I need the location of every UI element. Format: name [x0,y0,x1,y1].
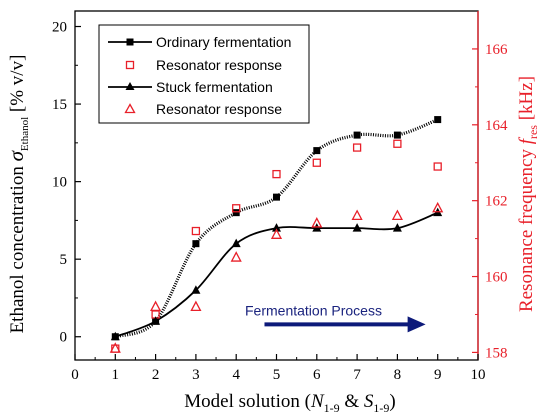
data-point [353,131,361,139]
y-tick-label: 5 [60,252,68,268]
data-point [230,251,242,262]
data-point [351,209,363,220]
x-axis: 0 1 2 3 4 5 6 7 8 9 10 [71,354,486,383]
legend-label: Resonator response [156,57,282,73]
x-tick-label: 5 [273,367,281,383]
data-point [273,193,280,201]
legend-open-triangle-marker [124,103,136,114]
y-axis-right-title: Resonance frequency fres [kHz] [516,76,540,312]
series-3-markers [109,201,444,353]
legend-square-marker [126,38,134,46]
y2-tick-label: 162 [485,194,508,210]
x-tick-label: 4 [232,367,240,383]
data-point [352,143,362,152]
y-axis-left: 0 5 10 15 20 [52,20,81,346]
legend-item-resonator-square: Resonator response [125,57,282,73]
data-point [352,223,362,232]
data-point [191,285,201,294]
legend-label: Stuck fermentation [156,79,273,95]
data-point [392,223,402,232]
x-axis-title: Model solution (N1-9 & S1-9) [184,391,395,415]
data-point [391,209,403,220]
legend-triangle-marker [125,82,135,90]
data-point [272,223,281,232]
legend-item-stuck: Stuck fermentation [108,79,273,95]
annotation-label: Fermentation Process [245,302,382,318]
legend-label: Resonator response [156,101,282,117]
data-point [232,204,241,213]
x-tick-label: 10 [471,367,486,383]
data-point [192,240,200,248]
data-point [393,139,402,148]
y2-tick-label: 158 [485,345,508,361]
legend-open-square-marker [125,60,135,70]
legend-item-resonator-triangle: Resonator response [124,101,282,117]
data-point [393,131,401,139]
x-tick-label: 1 [112,367,120,383]
data-point [150,300,162,312]
fermentation-annotation: Fermentation Process [245,302,426,333]
data-point [313,147,321,155]
x-tick-label: 6 [313,367,321,383]
data-point [151,316,161,325]
legend-label: Ordinary fermentation [156,34,291,50]
data-point [270,228,283,239]
data-point [311,217,323,228]
y2-tick-label: 160 [485,270,508,286]
y-axis-right: 158 160 162 164 166 [472,42,508,361]
x-tick-label: 0 [71,367,79,383]
x-tick-label: 7 [353,367,361,383]
legend: Ordinary fermentation Resonator response… [98,24,310,124]
y2-tick-label: 166 [485,42,508,58]
plot-content [109,116,444,353]
y-axis-left-title: Ethanol concentration σEthanol [% v/v] [4,55,31,334]
annotation-arrowhead [407,316,426,333]
series-trend-line [114,118,439,339]
y-tick-label: 10 [52,175,67,191]
y-tick-label: 0 [60,330,68,346]
y-tick-label: 20 [52,20,67,36]
data-point [433,162,442,171]
x-tick-label: 3 [192,367,200,383]
y2-tick-label: 164 [485,118,508,134]
y-tick-label: 15 [52,97,67,113]
data-point [110,331,120,341]
x-tick-label: 8 [394,367,402,383]
series-1-markers [111,139,442,353]
x-tick-label: 9 [434,367,442,383]
data-point [109,342,121,353]
data-point [312,158,321,167]
data-point [432,201,444,213]
data-point [272,169,281,179]
legend-item-ordinary: Ordinary fermentation [108,34,291,50]
data-point [190,300,202,312]
data-point [191,226,201,236]
x-tick-label: 2 [152,367,160,383]
series-0 [114,118,439,339]
data-point [231,238,241,248]
data-point [434,116,442,124]
data-point [232,209,240,217]
